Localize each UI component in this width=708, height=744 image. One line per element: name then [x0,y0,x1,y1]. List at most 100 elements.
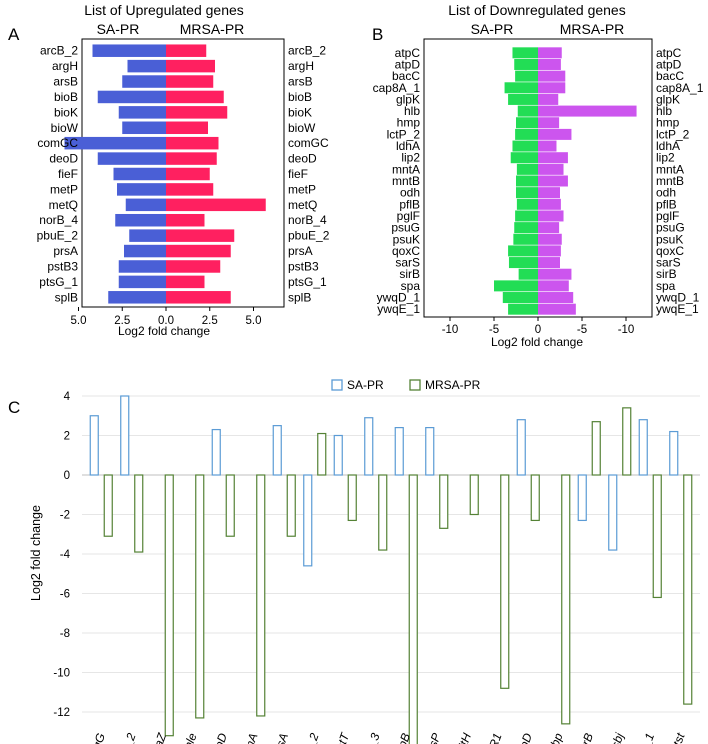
bar-c-mrsa-pbp [561,474,571,725]
bar-a-sa-bioK [118,106,166,119]
bar-b-mrsa-atpC [538,47,562,59]
label-a-left-arcB_2: arcB_2 [40,44,78,58]
xtick-c-lysP: lysP [423,731,444,744]
bar-c-sa-sdpR_1 [638,419,648,476]
xtick-c-gph_3: gph_3 [358,731,383,744]
bar-b-sa-qoxC [508,245,538,257]
bar-a-sa-metP [117,183,166,196]
bar-a-mrsa-pstB3 [166,260,221,273]
bar-c-sa-gbsA [272,425,282,476]
label-b-right-lip2: lip2 [656,151,675,165]
label-b-right-mntB: mntB [656,174,684,188]
label-b-left-qoxC: qoxC [392,244,420,258]
label-b-right-sirB: sirB [656,267,677,281]
ytick-c-2: 0 [64,470,70,482]
bar-b-sa-ywqD_1 [502,292,538,304]
bar-a-mrsa-bioK [166,106,228,119]
bar-c-mrsa-blaZ [164,474,174,737]
panel-a-frame [81,38,285,308]
xtick-c-argG: argG [86,731,108,744]
legend-label-1: MRSA-PR [425,378,481,392]
bar-c-sa-glpQ_2 [303,474,313,567]
bar-a-mrsa-deoD [166,152,217,165]
label-a-right-deoD: deoD [288,152,317,166]
bar-b-sa-sarS [508,257,538,269]
label-b-right-mntA: mntA [656,162,684,176]
bar-b-sa-hlb [517,105,538,117]
label-a-left-bioW: bioW [51,121,79,135]
bar-a-mrsa-comGC [166,136,219,150]
ytick-c-6: -8 [60,628,70,640]
bar-c-mrsa-sdpR_1 [652,474,662,599]
label-a-right-comGC: comGC [288,136,329,150]
legend-swatch-0 [331,379,343,391]
bar-b-sa-hmp [516,117,538,129]
label-b-left-sarS: sarS [395,256,420,270]
label-a-right-norB_4: norB_4 [288,213,327,227]
label-b-right-atpD: atpD [656,57,682,71]
label-b-left-hmp: hmp [397,116,421,130]
xtick-c-ble: ble [181,731,200,744]
bar-b-sa-lip2 [510,152,538,164]
label-a-right-bioW: bioW [288,121,316,135]
bar-a-mrsa-bioB [166,90,224,104]
bar-a-mrsa-arcB_2 [166,44,207,57]
label-a-left-arsB: arsB [53,75,78,89]
bar-b-mrsa-cap8A_1 [538,82,566,94]
bar-c-mrsa-bceA_2 [134,474,144,553]
ticklabel-b-1: -5 [489,324,499,336]
panel-a-right-header: MRSA-PR [180,21,245,37]
label-b-left-sirB: sirB [399,267,420,281]
label-a-left-bioK: bioK [54,105,78,119]
ticklabel-a-3: 2.5 [202,315,218,327]
ticklabel-a-1: 2.5 [114,315,130,327]
xtick-c-gntT: gntT [331,730,353,744]
label-b-left-ywqD_1: ywqD_1 [377,291,421,305]
xtick-c-tst: tst [670,731,688,744]
label-a-left-metQ: metQ [49,198,78,212]
label-a-right-ptsG_1: ptsG_1 [288,275,327,289]
label-a-right-arsB: arsB [288,75,313,89]
label-a-right-metQ: metQ [288,198,317,212]
ticklabel-b-0: -10 [442,324,459,336]
bar-b-sa-mntA [516,163,538,175]
bar-b-mrsa-pglF [538,210,564,222]
bar-a-sa-argH [127,59,166,73]
panel-b-title: List of Downregulated genes [448,2,625,18]
bar-b-mrsa-bacC [538,70,566,82]
bar-a-mrsa-metP [166,183,214,196]
label-b-left-psuG: psuG [391,221,420,235]
panel-c-ylabel: Log2 fold change [29,505,43,601]
bar-a-sa-splB [108,291,166,304]
label-b-right-glpK: glpK [656,92,680,106]
bar-c-mrsa-mecR1 [500,474,510,689]
label-a-left-pbuE_2: pbuE_2 [37,229,79,243]
bar-a-sa-prsA [124,244,166,258]
bar-a-mrsa-ptsG_1 [166,275,205,289]
bar-b-mrsa-qoxC [538,245,561,257]
panel-b-letter: B [372,25,383,44]
label-b-right-ywqE_1: ywqE_1 [656,302,699,316]
bar-b-sa-ldhA [512,140,538,152]
bar-c-sa-oppD [516,419,526,476]
panel-c-legend: SA-PR MRSA-PR [331,378,481,392]
ticklabel-a-0: 5.0 [71,315,87,327]
bar-b-mrsa-sirB [538,268,572,280]
bar-a-sa-arsB [122,75,166,88]
bar-c-mrsa-lysP [439,474,449,529]
bar-b-sa-spa [494,280,538,292]
panel-b-xlabel: Log2 fold change [491,335,583,349]
label-b-right-ldhA: ldhA [656,139,680,153]
label-a-right-argH: argH [288,59,314,73]
bar-a-mrsa-norB_4 [166,213,205,227]
bar-c-sa-lysP [425,427,435,476]
label-a-right-pstB3: pstB3 [288,259,319,273]
bar-c-mrsa-kdpB [408,474,418,744]
panel-a-xlabel: Log2 fold change [118,324,210,338]
bar-a-sa-pbuE_2 [129,229,166,242]
label-a-left-norB_4: norB_4 [39,213,78,227]
label-b-left-pflB: pflB [399,197,420,211]
bar-b-mrsa-pflB [538,198,561,210]
label-a-right-arcB_2: arcB_2 [288,44,326,58]
